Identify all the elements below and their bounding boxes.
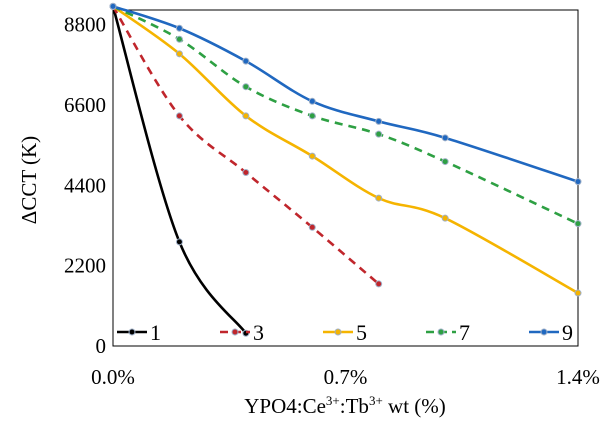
- x-axis-title: YPO4:Ce3+:Tb3+ wt (%): [244, 393, 446, 418]
- plot-area-frame: [112, 9, 579, 347]
- data-point-7: [375, 130, 383, 138]
- data-point-9: [175, 24, 183, 32]
- x-tick-label: 0.0%: [91, 365, 135, 389]
- legend-label-9: 9: [562, 320, 573, 345]
- data-point-3: [175, 112, 183, 120]
- data-point-7: [242, 83, 250, 91]
- data-point-5: [574, 289, 582, 297]
- y-axis-title: ΔCCT (K): [17, 136, 41, 224]
- y-tick-label: 8800: [64, 13, 106, 37]
- data-point-9: [375, 117, 383, 125]
- data-point-7: [175, 35, 183, 43]
- x-axis-title-superscript: 3+: [326, 393, 340, 408]
- data-point-1: [175, 238, 183, 246]
- x-axis-title-part: :Tb: [340, 394, 369, 418]
- data-point-3: [375, 280, 383, 288]
- legend-marker-3: [231, 328, 239, 336]
- y-tick-label: 6600: [64, 93, 106, 117]
- series-line-3: [111, 5, 380, 285]
- data-point-7: [441, 158, 449, 166]
- series-layer: [109, 2, 582, 337]
- legend-label-5: 5: [356, 320, 367, 345]
- data-point-3: [308, 223, 316, 231]
- x-tick-label: 1.4%: [556, 365, 600, 389]
- legend-label-1: 1: [150, 320, 161, 345]
- data-point-5: [175, 50, 183, 58]
- data-point-5: [308, 152, 316, 160]
- legend-label-3: 3: [253, 320, 264, 345]
- data-point-3: [242, 169, 250, 177]
- legend-label-7: 7: [459, 320, 470, 345]
- y-tick-label: 4400: [64, 173, 106, 197]
- data-point-9: [308, 97, 316, 105]
- data-point-7: [308, 112, 316, 120]
- data-point-9: [574, 178, 582, 186]
- legend: 1 3 5 7 9: [117, 320, 573, 345]
- legend-marker-5: [334, 328, 342, 336]
- series-line-9: [112, 5, 579, 183]
- data-point-5: [375, 194, 383, 202]
- series-line-1: [111, 5, 247, 334]
- data-point-7: [574, 220, 582, 228]
- y-tick-label: 0: [96, 334, 107, 358]
- legend-marker-7: [437, 328, 445, 336]
- y-tick-label: 2200: [64, 254, 106, 278]
- x-tick-label: 0.7%: [324, 365, 368, 389]
- x-axis-title-part: wt (%): [383, 394, 446, 418]
- legend-marker-1: [128, 328, 136, 336]
- legend-marker-9: [540, 328, 548, 336]
- data-point-9: [441, 134, 449, 142]
- x-axis-title-superscript: 3+: [369, 393, 383, 408]
- axis-ticks: 0 2200 4400 6600 8800 0.0% 0.7% 1.4%: [64, 13, 600, 389]
- data-point-9: [109, 2, 117, 10]
- data-point-9: [242, 57, 250, 65]
- data-point-5: [441, 214, 449, 222]
- data-point-5: [242, 112, 250, 120]
- x-axis-title-part: YPO4:Ce: [244, 394, 326, 418]
